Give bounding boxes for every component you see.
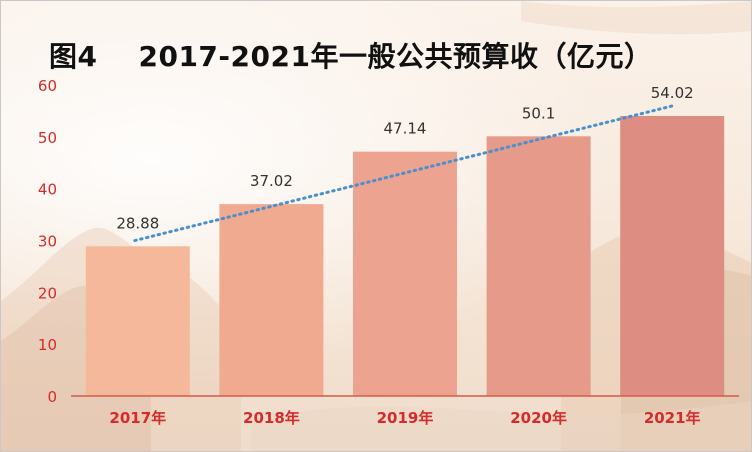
chart-title: 图4 2017-2021年一般公共预算收（亿元） (49, 40, 653, 73)
bar-value-label: 47.14 (384, 120, 427, 138)
bar-series (85, 115, 725, 396)
data-labels: 28.88 37.02 47.14 50.1 54.02 (116, 84, 693, 232)
bar-value-label: 37.02 (250, 172, 293, 190)
bar (486, 136, 591, 396)
y-tick-label: 10 (38, 336, 57, 354)
bar-value-label: 50.1 (522, 104, 555, 122)
x-tick-label: 2019年 (377, 409, 434, 427)
bar-value-label: 28.88 (116, 214, 159, 232)
bar-value-label: 54.02 (651, 84, 694, 102)
x-tick-label: 2020年 (510, 409, 567, 427)
trendline (133, 103, 677, 243)
y-tick-label: 50 (38, 129, 57, 147)
trendline-path (133, 103, 677, 243)
y-tick-label: 60 (38, 77, 57, 95)
y-tick-label: 40 (38, 181, 57, 199)
y-tick-label: 20 (38, 284, 57, 302)
bar (85, 246, 190, 396)
bar (353, 151, 457, 396)
x-tick-label: 2021年 (644, 409, 701, 427)
bar (219, 204, 324, 396)
bar (620, 115, 725, 396)
y-axis: 0 10 20 30 40 50 60 (38, 77, 57, 406)
y-tick-label: 30 (38, 233, 57, 251)
x-axis: 2017年 2018年 2019年 2020年 2021年 (71, 395, 739, 427)
x-tick-label: 2017年 (109, 409, 166, 427)
x-tick-label: 2018年 (243, 409, 300, 427)
y-tick-label: 0 (47, 388, 57, 406)
